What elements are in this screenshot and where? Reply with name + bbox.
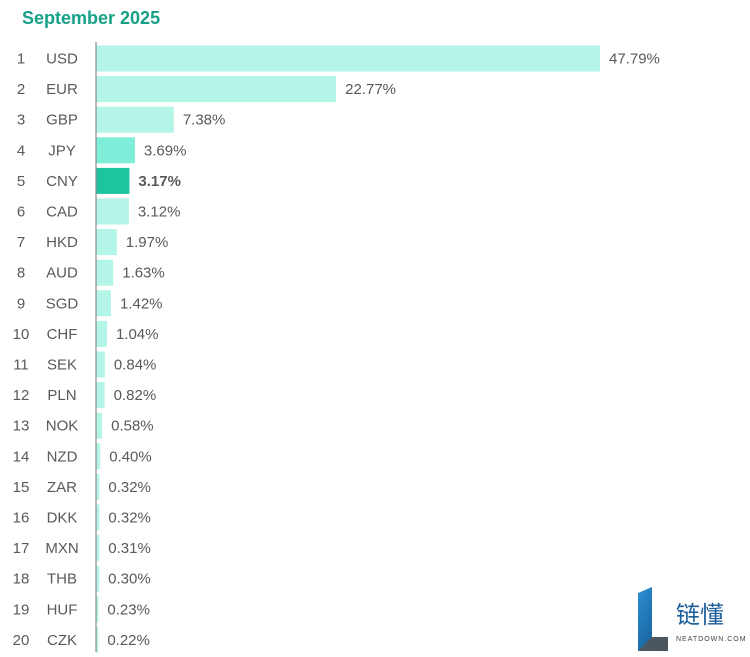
rank-label: 2 xyxy=(17,81,25,98)
bar xyxy=(96,198,129,225)
value-label: 3.12% xyxy=(138,204,181,221)
rank-label: 3 xyxy=(17,112,25,129)
value-label: 0.32% xyxy=(108,479,151,496)
category-label: EUR xyxy=(46,81,78,98)
rank-label: 10 xyxy=(13,326,30,343)
value-label: 1.97% xyxy=(126,234,169,251)
category-label: CHF xyxy=(47,326,78,343)
category-label: HUF xyxy=(47,601,78,618)
value-label: 1.04% xyxy=(116,326,159,343)
value-label: 0.40% xyxy=(109,448,152,465)
bar xyxy=(96,565,100,592)
value-label: 47.79% xyxy=(609,51,660,68)
rank-label: 14 xyxy=(13,448,30,465)
value-label: 0.30% xyxy=(108,571,151,588)
bar xyxy=(96,290,111,317)
rank-label: 17 xyxy=(13,540,30,557)
chart-title: September 2025 xyxy=(22,8,161,28)
value-label: 7.38% xyxy=(183,112,226,129)
bar xyxy=(96,596,99,623)
category-label: AUD xyxy=(46,265,78,282)
value-label: 0.82% xyxy=(114,387,157,404)
rank-label: 18 xyxy=(13,571,30,588)
bar xyxy=(96,45,600,72)
bar xyxy=(96,106,174,133)
category-label: CAD xyxy=(46,204,78,221)
category-label: MXN xyxy=(45,540,78,557)
rank-label: 4 xyxy=(17,142,25,159)
logo-domain-text: NEATDOWN.COM xyxy=(676,636,747,643)
value-label: 3.17% xyxy=(138,173,181,190)
bar xyxy=(96,76,337,103)
bar xyxy=(96,473,100,500)
category-label: GBP xyxy=(46,112,78,129)
rank-label: 6 xyxy=(17,204,25,221)
bar xyxy=(96,351,105,378)
rank-label: 9 xyxy=(17,295,25,312)
rank-label: 19 xyxy=(13,601,30,618)
rank-label: 13 xyxy=(13,418,30,435)
category-label: CNY xyxy=(46,173,78,190)
neatdown-logo: 链懂 NEATDOWN.COM xyxy=(638,587,747,651)
value-label: 0.23% xyxy=(107,601,150,618)
rank-label: 12 xyxy=(13,387,30,404)
bar xyxy=(96,412,103,439)
category-label: SGD xyxy=(46,295,79,312)
category-label: JPY xyxy=(48,142,76,159)
category-label: ZAR xyxy=(47,479,77,496)
rank-label: 8 xyxy=(17,265,25,282)
category-label: SEK xyxy=(47,357,77,374)
value-label: 3.69% xyxy=(144,142,187,159)
bar xyxy=(96,320,107,347)
category-label: PLN xyxy=(47,387,76,404)
rank-label: 15 xyxy=(13,479,30,496)
value-label: 0.32% xyxy=(108,510,151,527)
value-label: 1.63% xyxy=(122,265,165,282)
rank-label: 1 xyxy=(17,51,25,68)
category-label: DKK xyxy=(47,510,78,527)
category-label: CZK xyxy=(47,632,77,649)
category-label: USD xyxy=(46,51,78,68)
bar xyxy=(96,259,114,286)
bar xyxy=(96,443,101,470)
value-label: 0.22% xyxy=(107,632,150,649)
value-label: 22.77% xyxy=(345,81,396,98)
value-label: 0.58% xyxy=(111,418,154,435)
bar xyxy=(96,229,117,256)
category-label: HKD xyxy=(46,234,78,251)
bar xyxy=(96,382,105,409)
value-label: 1.42% xyxy=(120,295,163,312)
bar xyxy=(96,137,135,164)
category-label: NZD xyxy=(47,448,78,465)
bar xyxy=(96,626,99,653)
category-label: THB xyxy=(47,571,77,588)
bar xyxy=(96,167,130,194)
rank-label: 5 xyxy=(17,173,25,190)
value-label: 0.31% xyxy=(108,540,151,557)
rank-label: 16 xyxy=(13,510,30,527)
rank-label: 7 xyxy=(17,234,25,251)
logo-brand-text: 链懂 xyxy=(676,601,724,629)
rank-label: 20 xyxy=(13,632,30,649)
bar xyxy=(96,504,100,531)
category-label: NOK xyxy=(46,418,79,435)
value-label: 0.84% xyxy=(114,357,157,374)
bar xyxy=(96,535,100,562)
logo-l-mark xyxy=(638,587,668,651)
rank-label: 11 xyxy=(13,357,29,374)
